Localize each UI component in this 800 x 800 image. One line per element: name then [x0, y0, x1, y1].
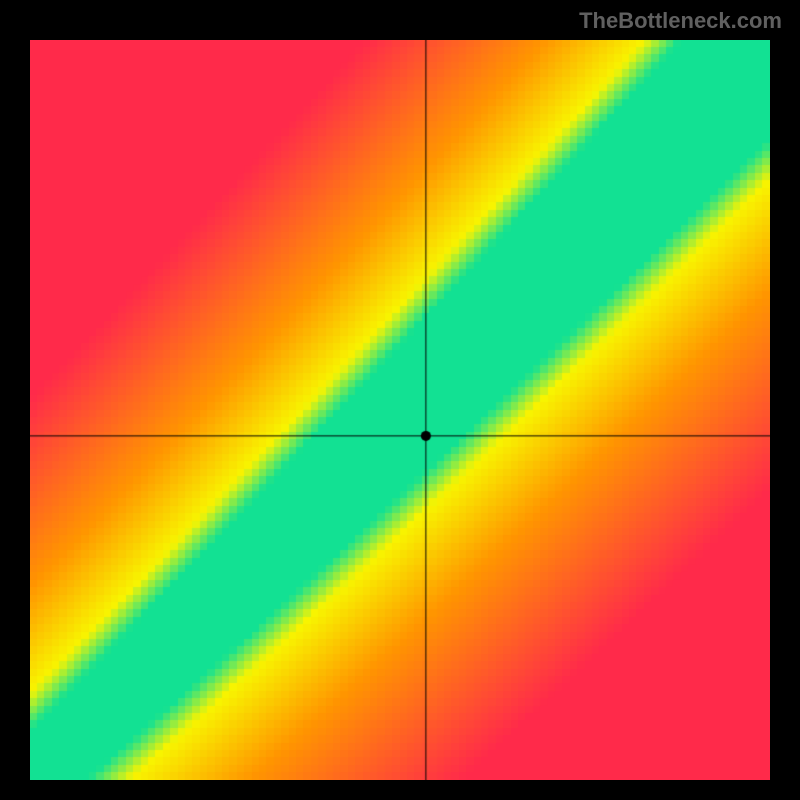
bottleneck-heatmap	[30, 40, 770, 780]
heatmap-canvas	[30, 40, 770, 780]
watermark-text: TheBottleneck.com	[579, 8, 782, 34]
